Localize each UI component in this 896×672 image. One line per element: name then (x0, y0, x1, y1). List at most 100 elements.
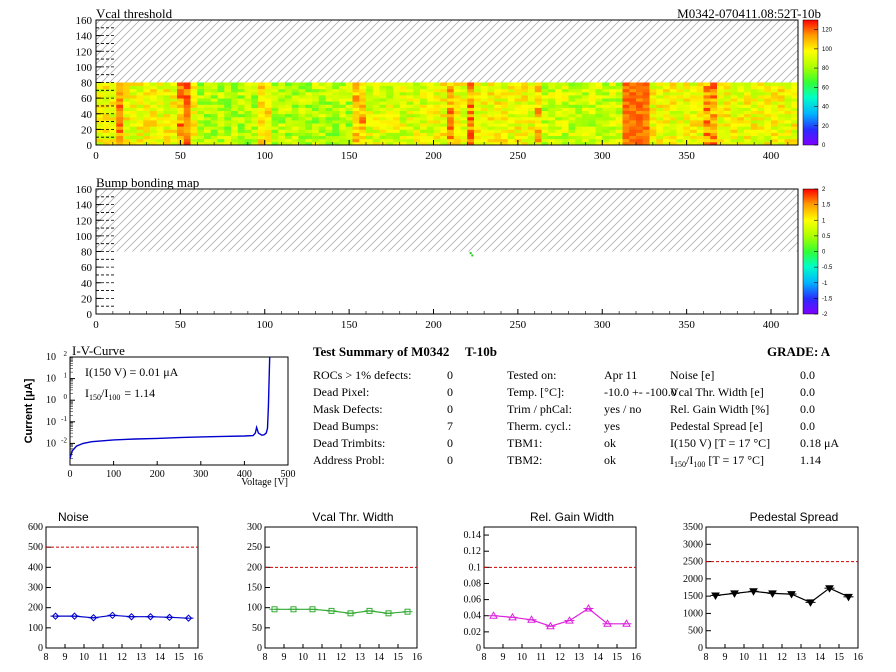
heatmap-cell (487, 91, 495, 96)
heatmap-cell (426, 104, 434, 108)
heatmap-cell (690, 98, 698, 102)
heatmap-cell (237, 116, 245, 121)
heatmap-cell (656, 129, 664, 133)
heatmap-cell (784, 123, 792, 127)
heatmap-cell (143, 126, 151, 130)
y-tick-label: 40 (81, 278, 93, 290)
heatmap-cell (123, 141, 131, 146)
heatmap-cell (649, 95, 657, 99)
map-title-vcal: Vcal threshold (96, 6, 173, 21)
heatmap-cell (352, 120, 360, 124)
heatmap-cell (487, 129, 495, 133)
heatmap-cell (696, 110, 704, 115)
summary-param-label: Pedestal Spread [e] (670, 419, 763, 433)
heatmap-cell (251, 82, 259, 87)
heatmap-cell (143, 123, 151, 127)
heatmap-cell (163, 138, 171, 143)
heatmap-cell (771, 107, 779, 112)
heatmap-cell (231, 82, 239, 87)
heatmap-cell (622, 91, 630, 96)
heatmap-cell (190, 113, 198, 118)
heatmap-cell (636, 107, 644, 112)
heatmap-cell (696, 88, 704, 93)
heatmap-cell (791, 132, 799, 137)
heatmap-cell (312, 104, 320, 108)
data-point (546, 621, 555, 630)
heatmap-cell (183, 113, 191, 118)
heatmap-cell (494, 113, 502, 118)
heatmap-cell (413, 101, 421, 105)
heatmap-cell (163, 129, 171, 133)
heatmap-cell (548, 120, 556, 124)
heatmap-cell (271, 138, 279, 143)
heatmap-cell (420, 129, 428, 133)
heatmap-cell (285, 85, 293, 90)
heatmap-cell (312, 120, 320, 124)
data-point (584, 603, 593, 612)
heatmap-cell (656, 88, 664, 93)
heatmap-cell (325, 88, 333, 93)
heatmap-cell (406, 141, 414, 146)
heatmap-cell (534, 98, 542, 102)
heatmap-cell (210, 101, 218, 105)
heatmap-cell (467, 107, 475, 112)
heatmap-cell (629, 129, 637, 133)
heatmap-cell (791, 98, 799, 102)
x-tick-label: 0 (93, 319, 99, 331)
heatmap-cell (244, 107, 252, 112)
heatmap-cell (96, 123, 104, 127)
heatmap-cell (251, 95, 259, 99)
heatmap-cell (278, 116, 286, 121)
heatmap-cell (615, 82, 623, 87)
heatmap-cell (777, 123, 785, 127)
heatmap-cell (784, 98, 792, 102)
dead-bump-point (471, 254, 474, 257)
heatmap-cell (649, 91, 657, 96)
heatmap-cell (737, 141, 745, 146)
heatmap-cell (143, 120, 151, 124)
heatmap-cell (318, 126, 326, 130)
heatmap-cell (595, 113, 603, 118)
heatmap-cell (264, 107, 272, 112)
heatmap-cell (663, 98, 671, 102)
summary-title: Test Summary of M0342 (313, 344, 449, 359)
y-tick-label: 150 (247, 583, 262, 594)
heatmap-cell (177, 113, 185, 118)
heatmap-cell (784, 116, 792, 121)
heatmap-cell (271, 135, 279, 140)
heatmap-cell (534, 88, 542, 93)
heatmap-cell (298, 104, 306, 108)
heatmap-cell (777, 120, 785, 124)
heatmap-cell (170, 110, 178, 115)
x-tick-label: 9 (723, 652, 728, 663)
heatmap-cell (744, 88, 752, 93)
heatmap-cell (339, 116, 347, 121)
heatmap-cell (690, 135, 698, 140)
heatmap-cell (602, 85, 610, 90)
heatmap-cell (717, 107, 725, 112)
heatmap-cell (231, 91, 239, 96)
heatmap-cell (609, 120, 617, 124)
heatmap-cell (136, 123, 144, 127)
heatmap-cell (109, 116, 117, 121)
heatmap-cell (507, 91, 515, 96)
heatmap-cell (663, 104, 671, 108)
heatmap-cell (258, 141, 266, 146)
heatmap-cell (642, 116, 650, 121)
heatmap-cell (116, 141, 124, 146)
palette-tick-label: -0.5 (822, 265, 833, 271)
heatmap-cell (136, 91, 144, 96)
y-tick-label: 500 (28, 542, 43, 553)
heatmap-cell (150, 91, 158, 96)
heatmap-cell (791, 123, 799, 127)
heatmap-cell (305, 91, 313, 96)
heatmap-cell (784, 126, 792, 130)
heatmap-cell (690, 138, 698, 143)
heatmap-cell (102, 82, 110, 87)
heatmap-cell (393, 132, 401, 137)
heatmap-cell (534, 110, 542, 115)
heatmap-cell (366, 123, 374, 127)
heatmap-cell (318, 82, 326, 87)
heatmap-cell (771, 132, 779, 137)
heatmap-cell (501, 104, 509, 108)
